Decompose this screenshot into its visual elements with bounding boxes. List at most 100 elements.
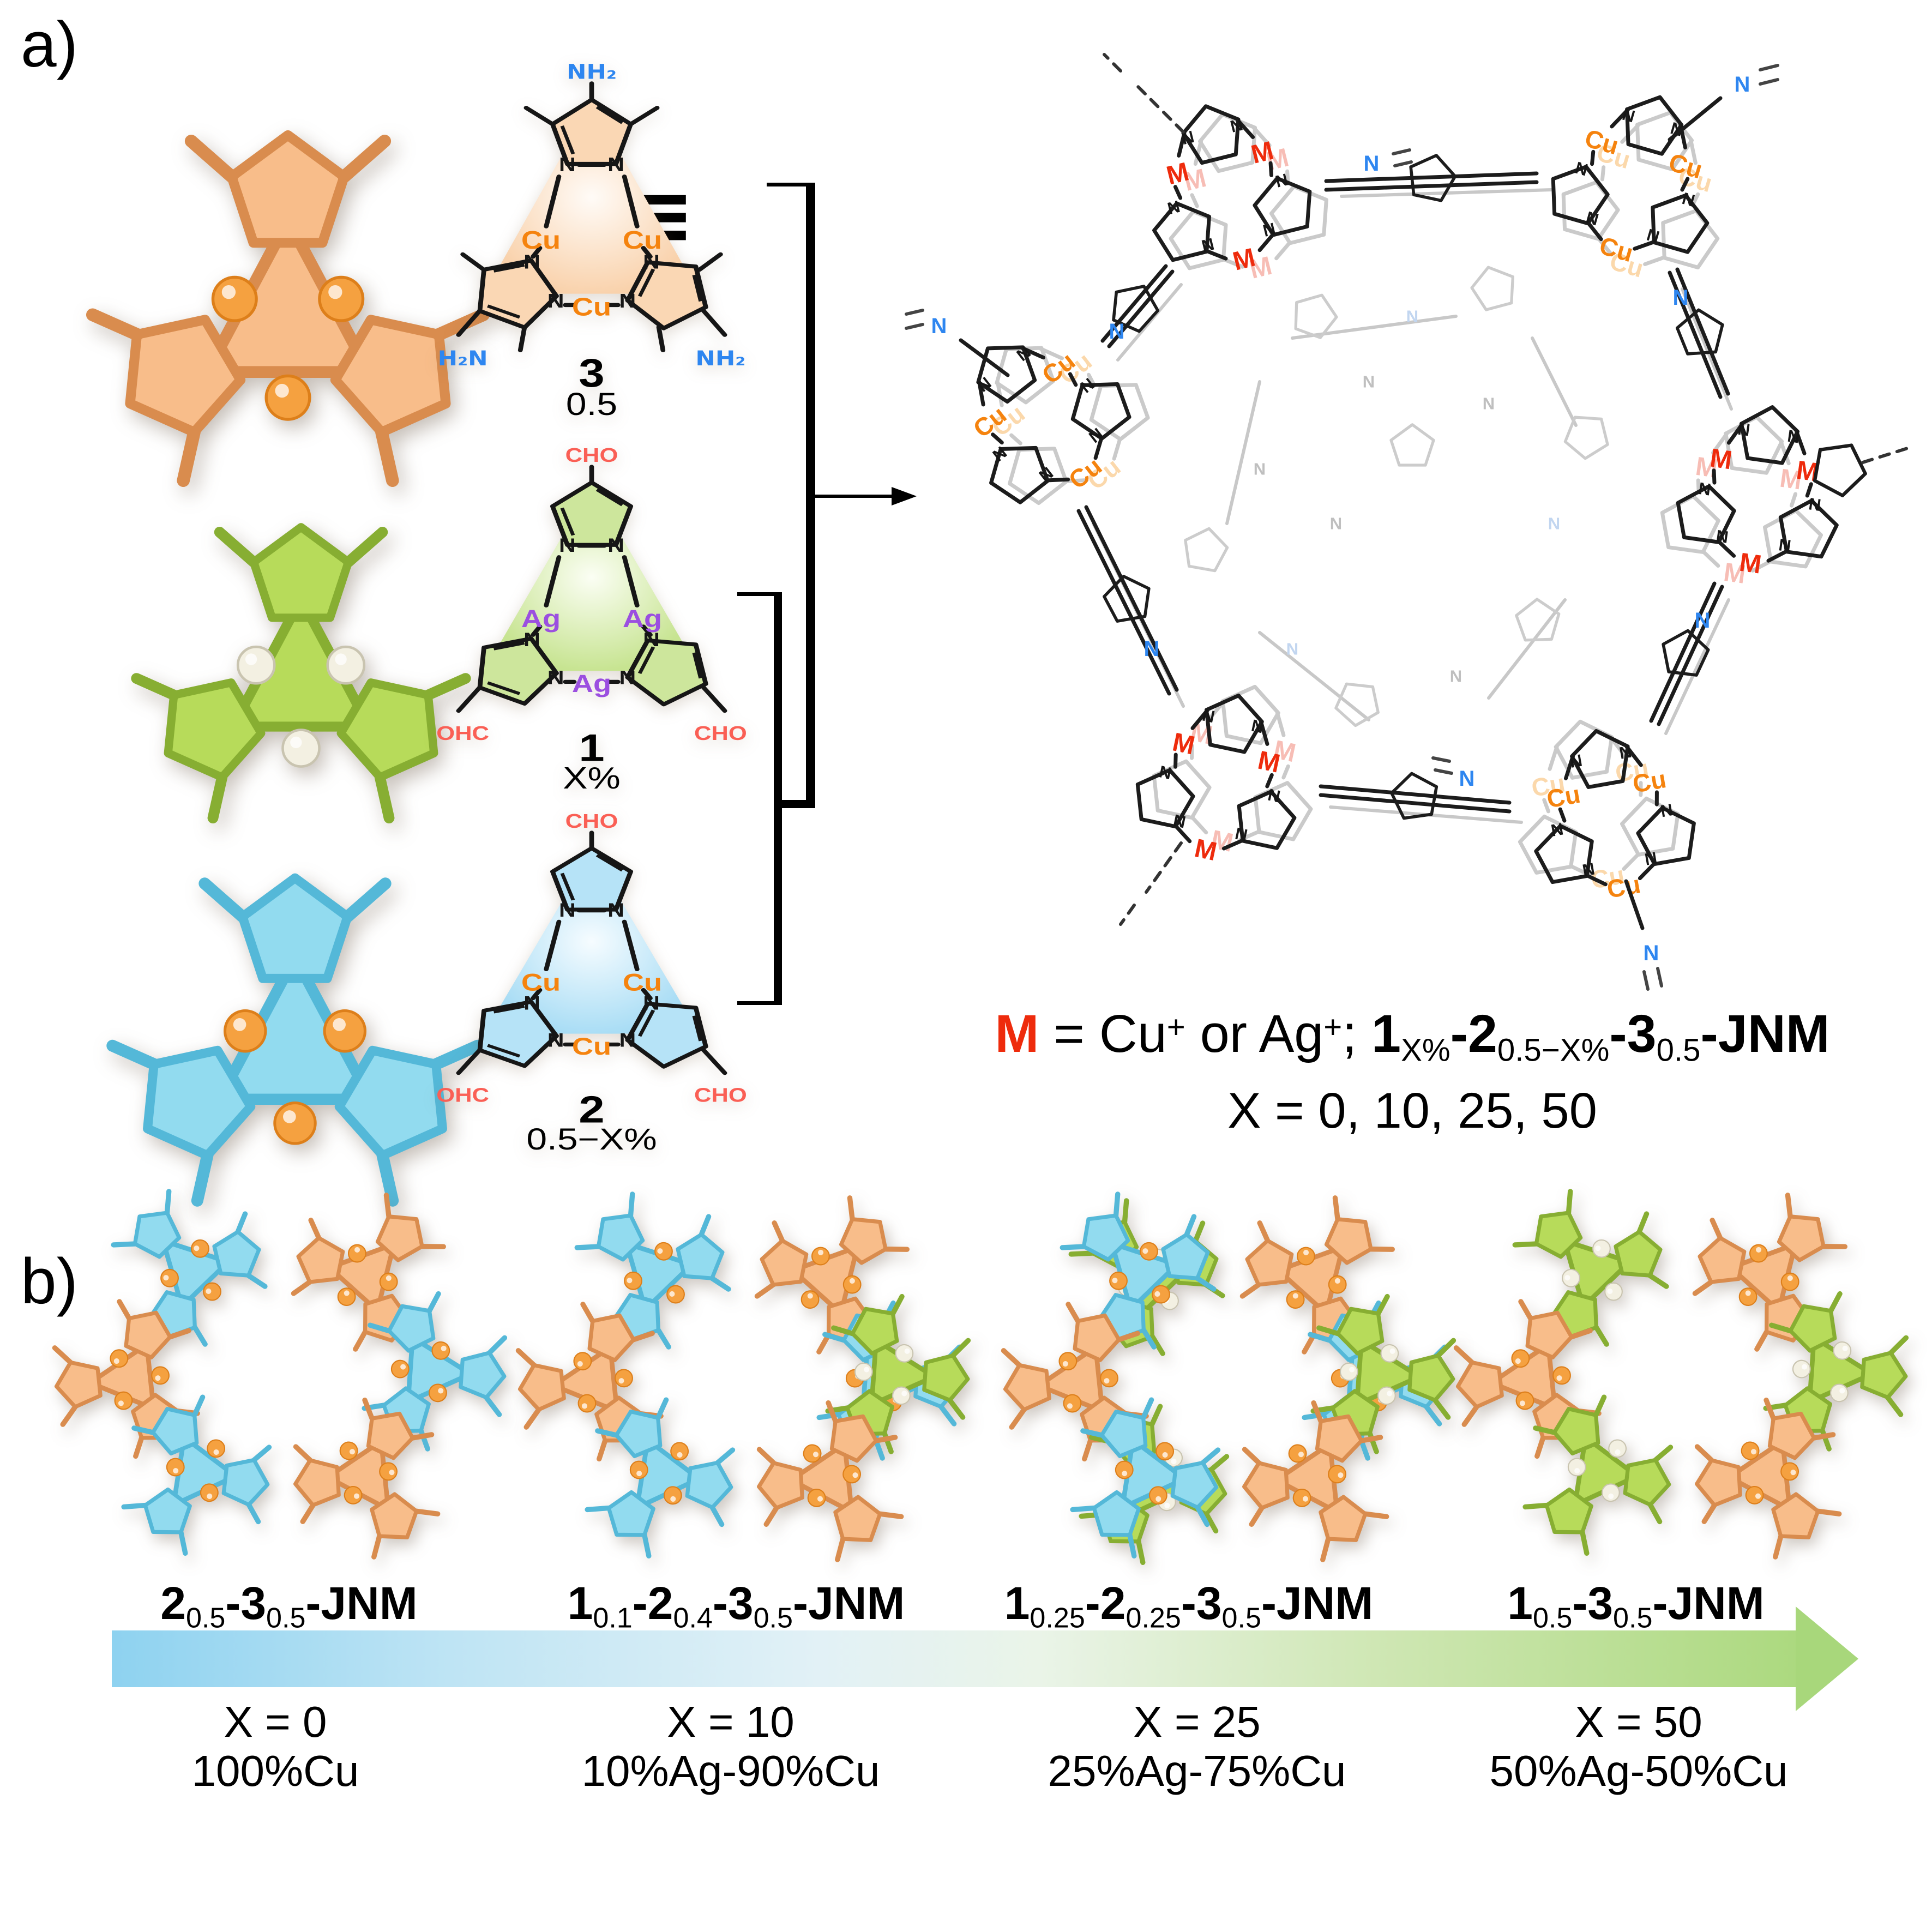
amine-label: NH₂ [695, 346, 745, 370]
m-label-faded: M [1722, 558, 1748, 589]
bracket-line [737, 1001, 778, 1005]
n-label: N [1618, 742, 1633, 763]
imine-n-label: N [1695, 609, 1711, 633]
imine-n-label: N [1459, 767, 1475, 791]
cho-label: CHO [565, 444, 618, 466]
formula-part: -3 [1609, 1004, 1657, 1063]
network-node-cu: Cu Cu Cu Cu Cu Cu N N N N N N [1532, 75, 1751, 300]
cu-label: Cu [521, 226, 561, 254]
imine-n-label: N [1735, 73, 1750, 97]
n-label: N [1573, 158, 1590, 180]
ag-label: Ag [623, 605, 662, 633]
n-label: N [523, 993, 540, 1014]
m-symbol: M [995, 1004, 1039, 1063]
structure-2-drawing: N N N N N N Cu Cu Cu CHO OHC CHO 2 0.5−X… [436, 811, 747, 1157]
n-label: N [1808, 494, 1822, 515]
n-label: N [1286, 640, 1298, 659]
structure-ratio: X% [563, 761, 621, 795]
n-label: N [607, 900, 624, 921]
n-label: N [1363, 372, 1375, 392]
imine-n-label: N [1364, 152, 1380, 176]
imine-n-label: N [1644, 941, 1659, 965]
ring-formula-x25: 10.25-20.25-30.5-JNM [1004, 1578, 1374, 1634]
cu-label: Cu [521, 968, 561, 996]
charge-sup: + [1166, 1009, 1185, 1045]
n-label: N [1584, 208, 1600, 230]
n-label: N [547, 290, 564, 312]
imine-n-label: N [1673, 286, 1689, 310]
n-label: N [1581, 859, 1596, 880]
pct-label-25: 25%Ag-75%Cu [1048, 1747, 1346, 1795]
n-label: N [1715, 526, 1730, 547]
m-label: M [1255, 746, 1283, 779]
n-label: N [607, 535, 624, 556]
formula-sub: 0.5−X% [1497, 1032, 1610, 1068]
x-label-50: X = 50 [1575, 1698, 1702, 1746]
n-label: N [1483, 394, 1495, 413]
pct-label-0: 100%Cu [191, 1747, 359, 1795]
n-label: N [1548, 514, 1560, 533]
jnm-network-drawing: N N N N N N N N N N N N [905, 53, 1909, 991]
jnm-ring-x25 [997, 1165, 1459, 1588]
bracket-line [806, 183, 815, 808]
cu-label: Cu [572, 292, 611, 321]
network-continuation-stubs: N N N [905, 53, 1909, 991]
n-label: N [1157, 762, 1173, 783]
reaction-arrow-icon [812, 487, 917, 505]
x-label-0: X = 0 [224, 1698, 327, 1746]
caption-text: or Ag [1185, 1004, 1324, 1063]
m-label: M [1230, 243, 1259, 276]
n-label: N [547, 1030, 564, 1051]
caption-text: = Cu [1039, 1004, 1167, 1063]
gradient-arrowhead-icon [1796, 1606, 1858, 1711]
n-label: N [1450, 667, 1462, 686]
bracket-line [774, 592, 782, 1005]
ring-formula-x0: 20.5-30.5-JNM [160, 1578, 418, 1634]
structure-ratio: 0.5 [566, 387, 617, 422]
cu-label: Cu [623, 968, 662, 996]
imine-n-label: N [1109, 320, 1125, 344]
formula-part: -JNM [1700, 1004, 1830, 1063]
cho-label: OHC [436, 1085, 489, 1106]
n-label: N [989, 443, 1010, 465]
cu-label-faded: Cu [1529, 768, 1567, 802]
m-label: M [1164, 157, 1192, 190]
x-values-line: X = 0, 10, 25, 50 [1227, 1083, 1597, 1139]
amine-label: NH₂ [567, 59, 617, 83]
cho-label: CHO [694, 1085, 747, 1106]
n-label: N [1228, 115, 1244, 136]
m-label: M [1737, 548, 1763, 580]
ring-formula-x50: 10.5-30.5-JNM [1507, 1578, 1765, 1634]
charge-sup: + [1323, 1009, 1343, 1045]
cho-label: OHC [436, 723, 489, 744]
structure-1-drawing: N N N N N N Ag Ag Ag CHO OHC CHO 1 X% [436, 444, 747, 795]
x-label-10: X = 10 [667, 1698, 795, 1746]
n-label: N [1568, 751, 1584, 772]
pct-label-50: 50%Ag-50%Cu [1489, 1747, 1788, 1795]
n-label: N [1698, 479, 1712, 499]
n-label: N [1406, 307, 1418, 326]
n-label: N [607, 154, 624, 176]
formula-sub: 0.5 [1656, 1032, 1701, 1068]
structure-number: 2 [579, 1088, 604, 1131]
n-label: N [643, 251, 660, 273]
n-label: N [523, 251, 540, 273]
cho-label: CHO [694, 723, 747, 744]
cu-label: Cu [623, 226, 662, 254]
ag-label: Ag [521, 605, 561, 633]
structure-number: 1 [579, 726, 604, 769]
n-label: N [643, 993, 660, 1014]
bracket-line [774, 800, 815, 808]
jnm-ring-x50 [1449, 1162, 1911, 1581]
formula-part: -2 [1450, 1004, 1497, 1063]
amine-label: H₂N [438, 346, 488, 370]
panel-b-label: b) [21, 1245, 78, 1317]
n-label: N [559, 900, 576, 921]
jnm-ring-x0 [48, 1162, 510, 1581]
structure-3-drawing: N N N N N N Cu Cu Cu NH₂ H₂N NH₂ 3 0.5 [438, 59, 746, 422]
cho-label: CHO [565, 811, 618, 832]
network-faded-background: N N N N N N N N [1181, 262, 1618, 730]
jnm-ring-x10 [511, 1165, 973, 1584]
formula-part: 1 [1371, 1004, 1401, 1063]
